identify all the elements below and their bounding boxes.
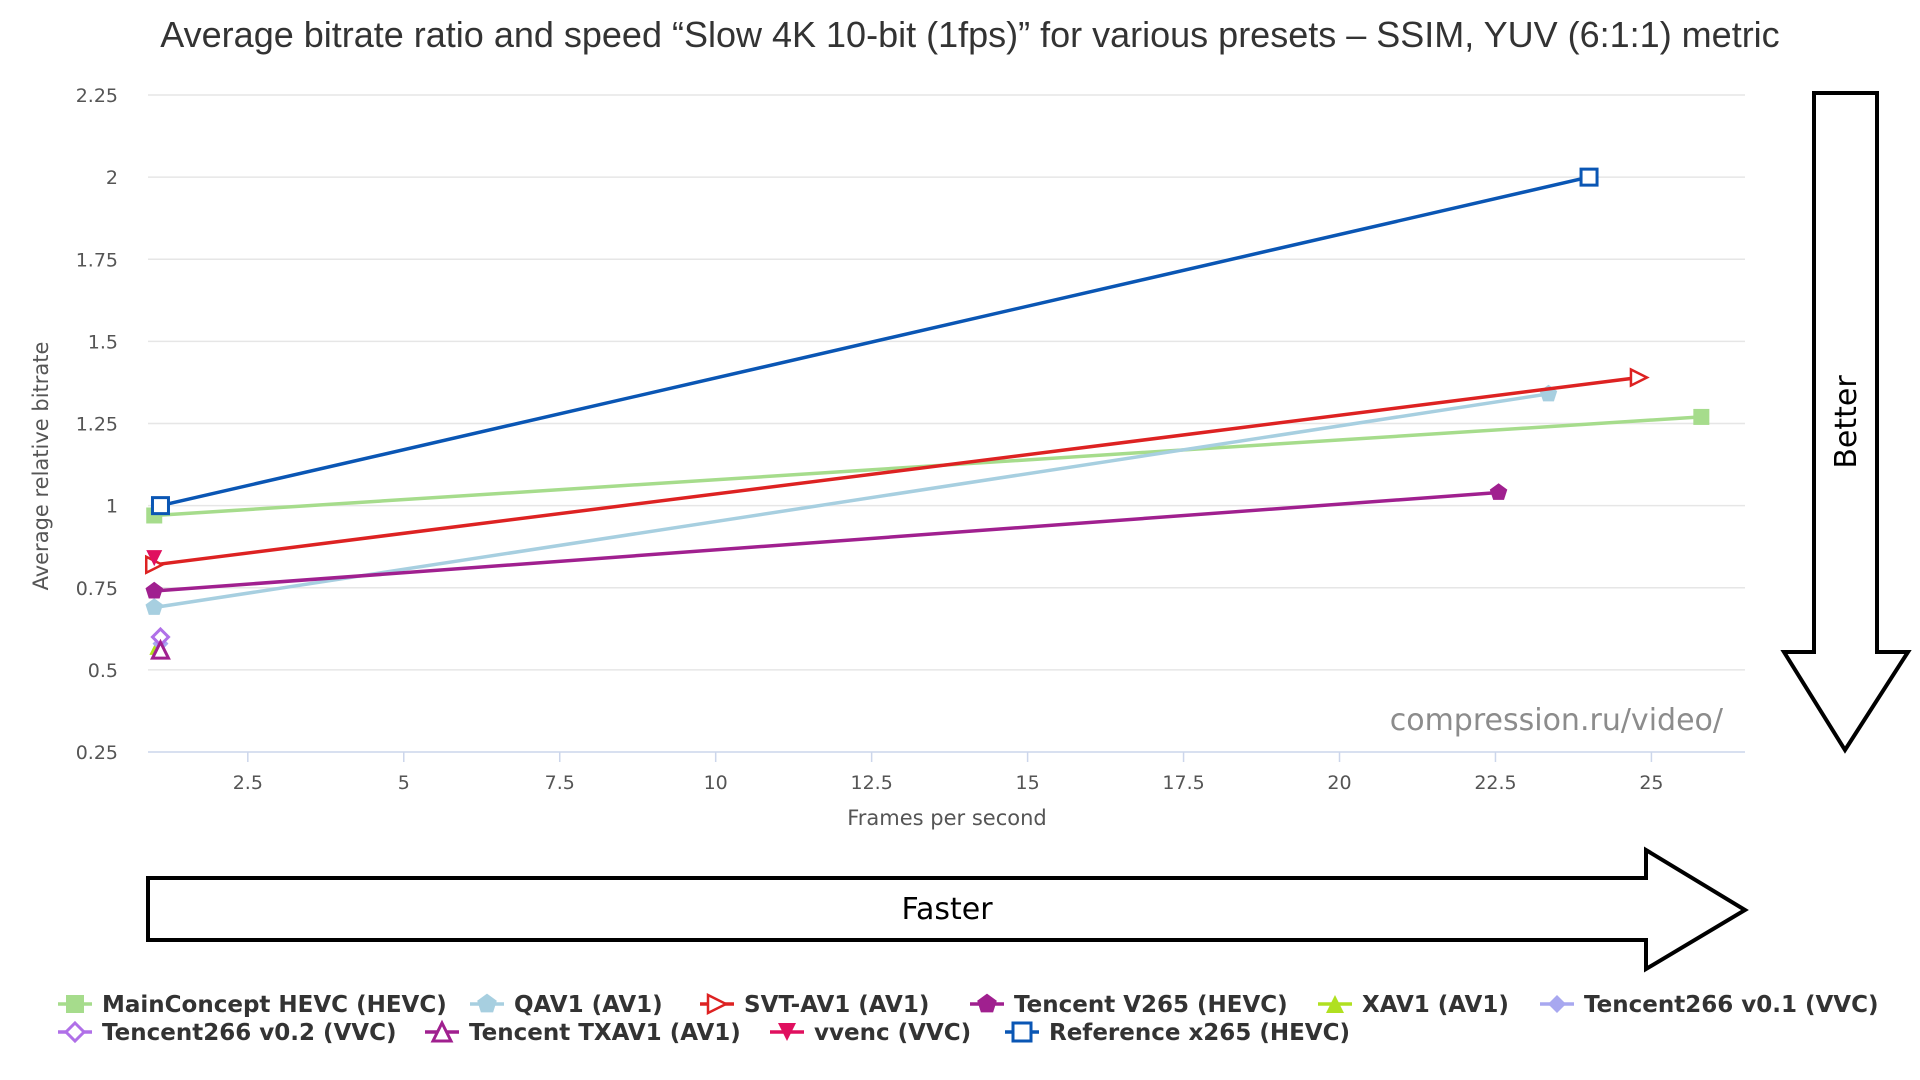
data-point — [150, 496, 170, 516]
plot-area — [144, 167, 1710, 660]
legend-symbol — [706, 992, 729, 1016]
series-7 — [150, 638, 171, 660]
legend-label: Tencent266 v0.1 (VVC) — [1584, 992, 1878, 1018]
legend-label: XAV1 (AV1) — [1362, 992, 1509, 1018]
data-point — [145, 581, 163, 599]
chart-title: Average bitrate ratio and speed “Slow 4K… — [160, 14, 1779, 55]
legend-label: QAV1 (AV1) — [514, 992, 663, 1018]
legend-symbol — [477, 993, 497, 1013]
x-axis-label: Frames per second — [847, 806, 1047, 830]
y-tick-label: 0.25 — [76, 742, 118, 764]
grid — [148, 94, 1745, 753]
legend-item[interactable]: SVT-AV1 (AV1) — [700, 992, 929, 1018]
y-axis-ticks: 0.25 0.5 0.75 1 1.25 1.5 1.75 2 2.25 — [76, 85, 118, 764]
legend-symbol — [977, 993, 997, 1013]
y-tick-label: 0.75 — [76, 578, 118, 600]
x-tick-label: 2.5 — [233, 772, 263, 794]
series-2 — [144, 367, 1650, 575]
legend-item[interactable]: QAV1 (AV1) — [470, 992, 663, 1018]
data-point — [150, 638, 171, 660]
legend-label: MainConcept HEVC (HEVC) — [102, 992, 447, 1018]
data-point — [145, 598, 163, 615]
data-point — [1629, 367, 1650, 388]
legend-item[interactable]: Reference x265 (HEVC) — [1005, 1020, 1350, 1046]
x-tick-label: 20 — [1327, 772, 1351, 794]
y-tick-label: 2.25 — [76, 85, 118, 107]
x-axis-ticks: 2.5 5 7.5 10 12.5 15 17.5 20 22.5 25 — [233, 752, 1664, 794]
legend-item[interactable]: XAV1 (AV1) — [1318, 992, 1509, 1018]
x-tick-label: 22.5 — [1474, 772, 1516, 794]
legend-symbol — [63, 1020, 87, 1044]
legend-label: vvenc (VVC) — [814, 1020, 971, 1046]
legend-item[interactable]: Tencent V265 (HEVC) — [970, 992, 1288, 1018]
legend-symbol — [778, 1023, 796, 1041]
better-label: Better — [1829, 375, 1864, 469]
legend-item[interactable]: Tencent266 v0.1 (VVC) — [1540, 992, 1878, 1018]
legend-label: Reference x265 (HEVC) — [1049, 1020, 1350, 1046]
series-line — [160, 175, 1590, 508]
data-point — [1489, 483, 1508, 500]
series-8 — [146, 550, 163, 567]
legend-item[interactable]: Tencent266 v0.2 (VVC) — [58, 1020, 396, 1046]
y-tick-label: 0.5 — [88, 660, 118, 682]
legend-label: Tencent266 v0.2 (VVC) — [102, 1020, 396, 1046]
y-tick-label: 1.25 — [76, 414, 118, 436]
y-tick-label: 1 — [106, 496, 118, 518]
y-tick-label: 1.75 — [76, 249, 118, 271]
series-line — [154, 490, 1499, 593]
series-9 — [150, 167, 1599, 516]
x-tick-label: 7.5 — [545, 772, 575, 794]
legend-label: SVT-AV1 (AV1) — [744, 992, 929, 1018]
watermark: compression.ru/video/ — [1390, 703, 1724, 738]
legend-symbol — [66, 995, 84, 1013]
data-point — [146, 550, 163, 567]
legend: MainConcept HEVC (HEVC) QAV1 (AV1) SVT-AV1… — [58, 992, 1878, 1046]
faster-arrow-shape — [146, 846, 1749, 973]
legend-item[interactable]: Tencent TXAV1 (AV1) — [425, 1019, 741, 1046]
legend-symbol — [1548, 995, 1566, 1013]
x-tick-label: 15 — [1016, 772, 1040, 794]
x-tick-label: 17.5 — [1162, 772, 1204, 794]
legend-symbol — [1326, 995, 1344, 1013]
legend-symbol — [1011, 1021, 1033, 1043]
x-tick-label: 12.5 — [850, 772, 892, 794]
series-line — [153, 392, 1549, 610]
y-tick-label: 2 — [106, 167, 118, 189]
data-point — [1579, 167, 1599, 187]
better-arrow-shape — [1780, 91, 1912, 754]
series-line — [153, 375, 1640, 567]
legend-symbol — [430, 1019, 454, 1043]
legend-label: Tencent V265 (HEVC) — [1014, 992, 1288, 1018]
x-tick-label: 25 — [1639, 772, 1663, 794]
legend-item[interactable]: vvenc (VVC) — [770, 1020, 971, 1046]
faster-label: Faster — [901, 892, 993, 927]
y-tick-label: 1.5 — [88, 331, 118, 353]
legend-item[interactable]: MainConcept HEVC (HEVC) — [58, 992, 447, 1018]
x-tick-label: 10 — [704, 772, 728, 794]
faster-arrow: Faster — [146, 846, 1749, 973]
x-tick-label: 5 — [398, 772, 410, 794]
y-axis-label: Average relative bitrate — [29, 342, 53, 591]
legend-label: Tencent TXAV1 (AV1) — [469, 1020, 741, 1046]
better-arrow: Better — [1780, 91, 1912, 754]
series-1 — [145, 384, 1558, 615]
series-3 — [145, 483, 1508, 599]
data-point — [1693, 408, 1710, 425]
